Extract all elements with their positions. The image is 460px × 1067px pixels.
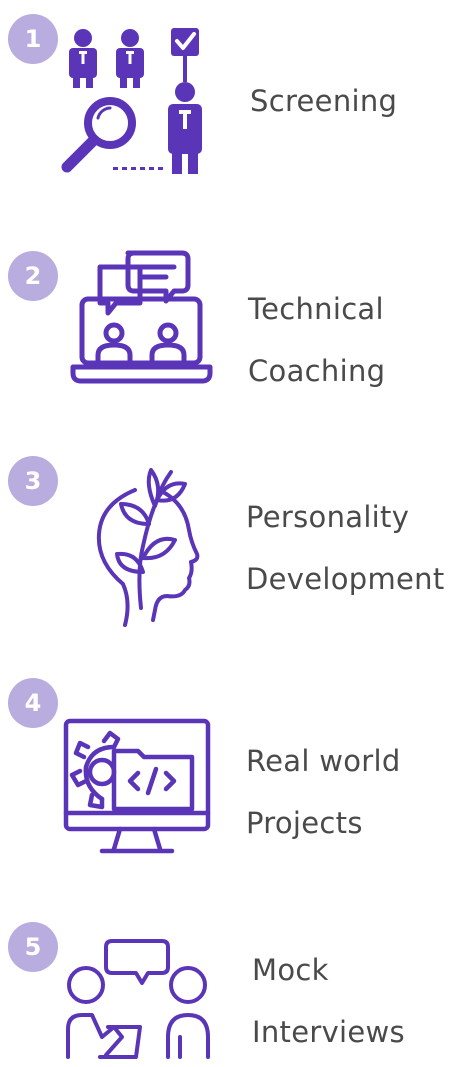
step-personality-development: 3 Personality Development: [0, 440, 460, 640]
step-number-badge: 1: [8, 14, 58, 64]
step-real-world-projects: 4 Real world Projects: [0, 665, 460, 865]
step-label-line-1: Screening: [250, 84, 398, 118]
technical-coaching-icon: [70, 245, 220, 395]
step-number-badge: 5: [8, 922, 58, 972]
step-label: Screening: [250, 70, 397, 132]
step-label-line-1: Real world: [246, 744, 401, 778]
step-label-line-2: Coaching: [248, 354, 386, 388]
personality-development-icon: [85, 460, 205, 630]
step-number-badge: 3: [8, 456, 58, 506]
step-label: Personality Development: [246, 486, 445, 610]
step-label-line-1: Technical: [248, 292, 384, 326]
step-number-badge: 2: [8, 251, 58, 301]
step-mock-interviews: 5 Mock Interviews: [0, 915, 460, 1067]
step-number-badge: 4: [8, 678, 58, 728]
step-label-line-2: Interviews: [252, 1015, 405, 1049]
real-world-projects-icon: [62, 717, 214, 867]
step-label-line-2: Development: [246, 562, 445, 596]
step-label: Mock Interviews: [252, 939, 405, 1063]
step-label-line-1: Personality: [246, 500, 410, 534]
step-label: Technical Coaching: [248, 278, 385, 402]
screening-icon: [55, 20, 215, 180]
step-technical-coaching: 2 Technical Coaching: [0, 215, 460, 415]
step-label: Real world Projects: [246, 730, 401, 854]
step-label-line-2: Projects: [246, 806, 363, 840]
step-label-line-1: Mock: [252, 953, 329, 987]
step-screening: 1: [0, 0, 460, 200]
mock-interviews-icon: [62, 933, 214, 1067]
